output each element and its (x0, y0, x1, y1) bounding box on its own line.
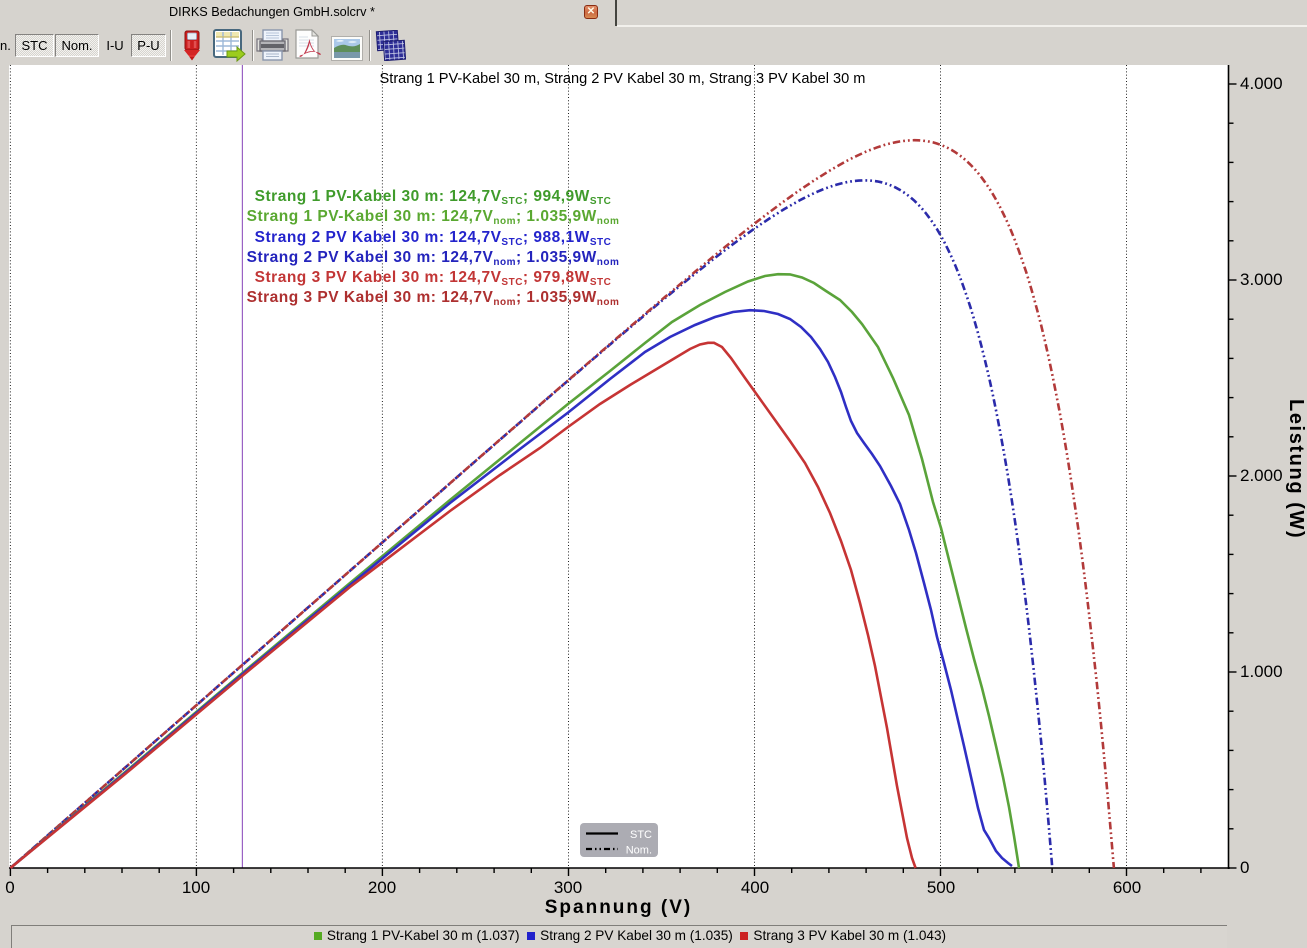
svg-text:Nom.: Nom. (626, 845, 652, 857)
svg-text:STC: STC (630, 829, 652, 841)
